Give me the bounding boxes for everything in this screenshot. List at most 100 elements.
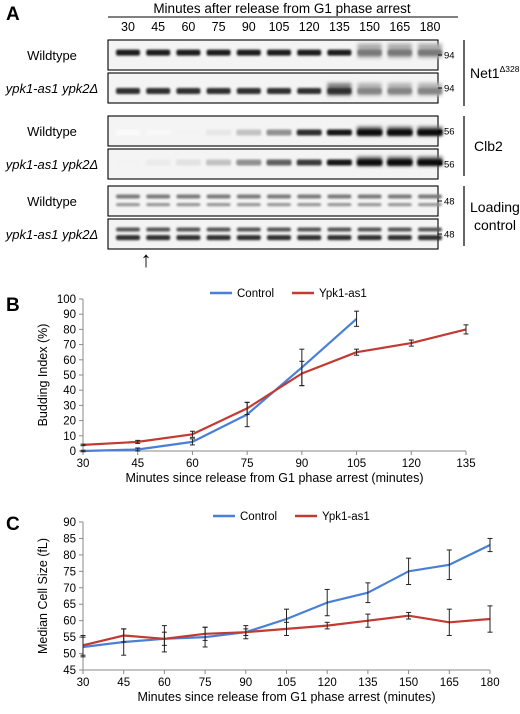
band	[267, 227, 291, 232]
x-tick-label: 45	[131, 458, 144, 470]
band	[326, 129, 352, 136]
series-control	[80, 537, 493, 658]
band	[326, 159, 352, 166]
y-tick-label: 80	[63, 550, 76, 562]
row-label: ypk1-as1 ypk2Δ	[5, 157, 99, 172]
y-tick-label: 70	[63, 340, 76, 352]
band	[297, 194, 322, 199]
band	[146, 235, 171, 241]
band	[176, 235, 201, 241]
marker-label: 56	[444, 127, 455, 138]
band	[357, 159, 383, 166]
row-label: ypk1-as1 ypk2Δ	[5, 81, 99, 96]
band	[146, 203, 171, 207]
lane-label: 135	[329, 20, 350, 34]
loading-label-line2: control	[474, 217, 516, 233]
x-tick-label: 105	[347, 458, 366, 470]
y-tick-label: 40	[63, 385, 76, 397]
band	[116, 203, 140, 207]
blot-row-clb-wt: Wildtype 56	[27, 115, 455, 147]
x-tick-label: 135	[358, 677, 377, 689]
band	[116, 194, 140, 199]
band	[357, 129, 383, 136]
blot-row-clb-mut: ypk1-as1 ypk2Δ 56	[5, 148, 455, 180]
y-tick-label: 100	[57, 294, 76, 306]
row-label: Wildtype	[27, 194, 77, 209]
marker-label: 48	[444, 197, 455, 208]
x-tick-label: 30	[77, 458, 90, 470]
blot-frame	[107, 218, 439, 250]
legend-label: Control	[237, 288, 274, 300]
band	[267, 203, 291, 207]
x-tick-label: 105	[277, 677, 296, 689]
row-label: ypk1-as1 ypk2Δ	[5, 227, 99, 242]
band	[176, 203, 201, 207]
panel-c-letter: C	[6, 514, 20, 535]
band	[327, 49, 352, 56]
band	[418, 194, 442, 199]
band	[357, 49, 382, 56]
y-axis-title: Budding Index (%)	[36, 324, 50, 427]
band	[418, 203, 442, 207]
y-tick-label: 90	[63, 517, 76, 529]
x-tick-label: 120	[402, 458, 421, 470]
x-tick-label: 75	[241, 458, 254, 470]
x-tick-label: 60	[158, 677, 171, 689]
panel-b: B 0 10 20 30 40 50 60 70 80 90 100 30 45 60 75 90 105 120…	[6, 288, 476, 485]
band	[175, 129, 201, 136]
series-line	[82, 317, 358, 453]
lane-label: 30	[121, 20, 135, 34]
band	[267, 88, 291, 94]
band	[357, 235, 382, 241]
band	[236, 159, 262, 166]
y-tick-label: 45	[63, 665, 76, 677]
panel-b-letter: B	[6, 295, 20, 316]
series-ypk1-as1	[80, 605, 493, 656]
panel-a-letter: A	[6, 4, 20, 25]
y-tick-label: 90	[63, 309, 76, 321]
x-tick-label: 150	[399, 677, 418, 689]
lane-label: 90	[242, 20, 256, 34]
band	[115, 129, 141, 136]
band	[297, 235, 322, 241]
band	[176, 49, 201, 56]
legend-label: Control	[240, 511, 277, 523]
band	[116, 49, 140, 56]
lane-label: 60	[181, 20, 195, 34]
y-tick-label: 20	[63, 416, 76, 428]
band	[327, 194, 352, 199]
band	[387, 235, 412, 241]
band	[236, 88, 261, 94]
band	[206, 203, 231, 207]
band	[266, 129, 292, 136]
band	[418, 227, 442, 232]
blot-row-load-mut: ypk1-as1 ypk2Δ 48	[5, 218, 455, 250]
band	[116, 235, 140, 241]
band	[176, 227, 201, 232]
y-tick-label: 55	[63, 632, 76, 644]
y-tick-label: 75	[63, 566, 76, 578]
arrow-indicator: ↑	[141, 247, 152, 272]
series-ypk1-as1	[80, 324, 469, 447]
band	[206, 159, 232, 166]
band	[387, 88, 412, 94]
marker-label: 94	[444, 84, 455, 95]
band	[146, 88, 171, 94]
panel-a-header: Minutes after release from G1 phase arre…	[153, 1, 411, 16]
band	[297, 227, 322, 232]
blot-frame	[107, 185, 439, 217]
band	[116, 227, 140, 232]
band	[296, 159, 322, 166]
x-tick-label: 45	[117, 677, 130, 689]
row-label: Wildtype	[27, 48, 77, 63]
band	[146, 49, 171, 56]
net1-label: Net1Δ328	[470, 64, 520, 81]
legend-label: Ypk1-as1	[322, 511, 370, 523]
band	[387, 49, 412, 56]
band	[267, 194, 291, 199]
x-tick-label: 135	[456, 458, 475, 470]
marker-label: 48	[444, 230, 455, 241]
